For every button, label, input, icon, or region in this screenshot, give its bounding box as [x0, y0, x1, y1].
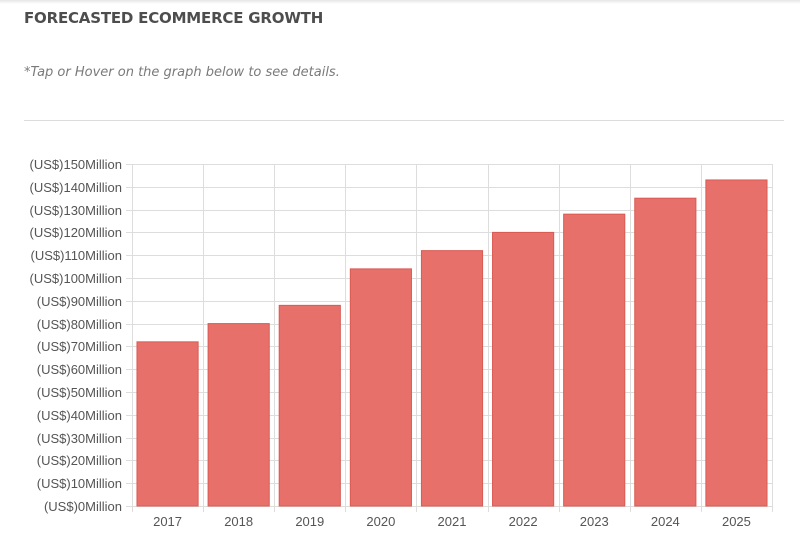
x-tick-label: 2020: [366, 514, 395, 529]
x-tick-label: 2024: [651, 514, 680, 529]
bar-2024[interactable]: [634, 197, 697, 507]
y-axis-tick-labels: (US$)0Million (US$)10Million (US$)20Millio…: [30, 157, 122, 514]
bar-2017[interactable]: [136, 341, 199, 507]
x-axis-tick-labels: 2017 2018 2019 2020 2021 2022 2023 2024 2025: [153, 514, 751, 529]
bar-2023[interactable]: [563, 213, 626, 507]
x-tick-label: 2021: [438, 514, 467, 529]
y-tick-label: (US$)60Million: [37, 362, 122, 377]
y-tick-label: (US$)140Million: [30, 180, 122, 195]
y-tick-label: (US$)30Million: [37, 431, 122, 446]
top-shadow: [0, 0, 800, 4]
x-tick-label: 2019: [295, 514, 324, 529]
bar-2020[interactable]: [349, 268, 412, 507]
bar-2021[interactable]: [420, 250, 484, 507]
divider: [24, 120, 784, 121]
bar-2019[interactable]: [278, 304, 341, 507]
y-tick-label: (US$)90Million: [37, 294, 122, 309]
y-tick-label: (US$)100Million: [30, 271, 122, 286]
y-tick-label: (US$)20Million: [37, 453, 122, 468]
bar-2025[interactable]: [705, 179, 768, 507]
y-tick-label: (US$)10Million: [37, 476, 122, 491]
x-tick-label: 2022: [509, 514, 538, 529]
page-title: FORECASTED ECOMMERCE GROWTH: [24, 9, 324, 27]
x-tick-label: 2023: [580, 514, 609, 529]
bar-2018[interactable]: [207, 323, 270, 507]
y-tick-label: (US$)150Million: [30, 157, 122, 172]
y-tick-label: (US$)110Million: [30, 248, 122, 263]
y-tick-label: (US$)50Million: [37, 385, 122, 400]
x-tick-label: 2025: [722, 514, 751, 529]
y-tick-label: (US$)120Million: [30, 225, 122, 240]
y-tick-label: (US$)130Million: [30, 203, 122, 218]
hint-text: *Tap or Hover on the graph below to see …: [24, 65, 340, 80]
x-tick-label: 2018: [224, 514, 253, 529]
y-tick-label: (US$)40Million: [37, 408, 122, 423]
y-tick-label: (US$)70Million: [37, 339, 122, 354]
bar-2022[interactable]: [492, 231, 555, 507]
y-tick-label: (US$)0Million: [44, 499, 122, 514]
x-tick-label: 2017: [153, 514, 182, 529]
y-tick-label: (US$)80Million: [37, 317, 122, 332]
bars[interactable]: [136, 179, 768, 507]
